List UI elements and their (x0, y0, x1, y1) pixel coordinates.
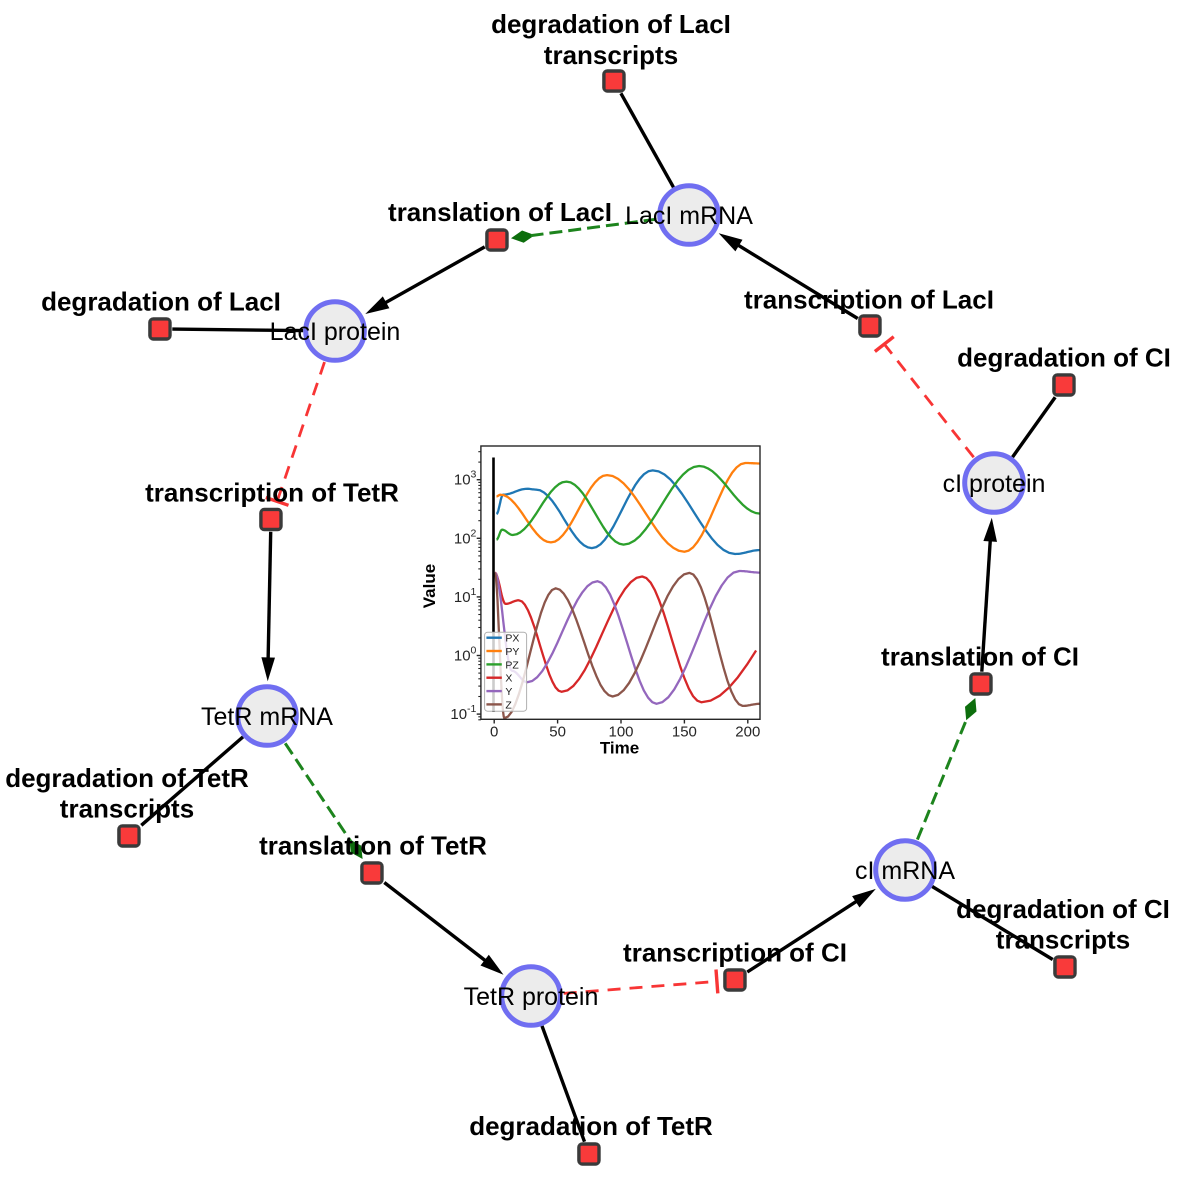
svg-text:transcription of CI: transcription of CI (623, 938, 847, 968)
svg-text:translation of CI: translation of CI (881, 642, 1079, 672)
svg-text:150: 150 (672, 724, 697, 741)
svg-text:transcription of LacI: transcription of LacI (744, 285, 994, 315)
svg-text:degradation of CI: degradation of CI (956, 894, 1170, 924)
svg-text:Time: Time (600, 739, 639, 758)
svg-text:degradation of TetR: degradation of TetR (5, 763, 249, 793)
svg-text:0: 0 (490, 724, 498, 741)
svg-text:Value: Value (420, 564, 439, 608)
svg-text:X: X (505, 673, 512, 685)
svg-text:TetR mRNA: TetR mRNA (201, 703, 333, 731)
svg-text:TetR protein: TetR protein (464, 983, 599, 1011)
svg-text:100: 100 (608, 724, 633, 741)
svg-text:Y: Y (505, 686, 512, 698)
svg-text:LacI protein: LacI protein (270, 318, 401, 346)
svg-text:transcripts: transcripts (996, 925, 1130, 955)
svg-text:transcripts: transcripts (60, 794, 194, 824)
svg-text:translation of LacI: translation of LacI (388, 197, 612, 227)
svg-text:degradation of TetR: degradation of TetR (469, 1111, 713, 1141)
svg-text:cI protein: cI protein (943, 470, 1046, 498)
svg-text:translation of TetR: translation of TetR (259, 831, 487, 861)
svg-text:50: 50 (549, 724, 566, 741)
svg-text:Z: Z (505, 699, 512, 711)
svg-text:PZ: PZ (505, 659, 519, 671)
svg-text:PX: PX (505, 633, 519, 645)
svg-text:transcripts: transcripts (544, 40, 678, 70)
svg-text:degradation of LacI: degradation of LacI (491, 9, 731, 39)
svg-text:cI mRNA: cI mRNA (855, 857, 955, 885)
svg-text:LacI mRNA: LacI mRNA (625, 202, 753, 230)
svg-text:PY: PY (505, 646, 519, 658)
svg-text:degradation of CI: degradation of CI (957, 343, 1171, 373)
svg-text:transcription of TetR: transcription of TetR (145, 478, 399, 508)
svg-text:degradation of LacI: degradation of LacI (41, 287, 281, 317)
svg-text:200: 200 (735, 724, 760, 741)
